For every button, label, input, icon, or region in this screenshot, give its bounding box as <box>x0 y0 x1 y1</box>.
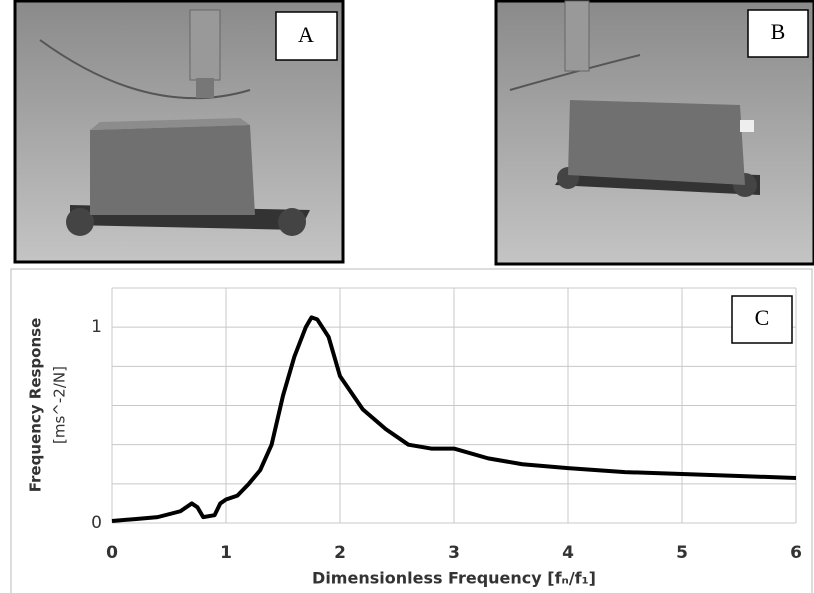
plot: 0 1 2 3 4 5 6 0 1 <box>91 287 802 563</box>
photo-b: B <box>494 0 814 266</box>
y-axis-unit: [ms^-2/N] <box>51 366 69 444</box>
line <box>111 315 797 524</box>
chart-frame <box>10 268 813 593</box>
photo-a: A <box>13 0 345 264</box>
panel-label: C <box>755 305 770 330</box>
y-tick-label: 0 <box>91 513 102 533</box>
x-tick-label: 1 <box>220 543 232 563</box>
panel-label-box <box>731 295 793 344</box>
x-tick-label: 4 <box>562 543 574 563</box>
y-tick-label: 1 <box>91 317 102 337</box>
x-tick-label: 0 <box>106 543 118 563</box>
x-tick-label: 6 <box>790 543 802 563</box>
x-tick-label: 3 <box>448 543 460 563</box>
x-axis-label: Dimensionless Frequency [fₙ/f₁] <box>312 569 596 588</box>
x-tick-label: 5 <box>676 543 688 563</box>
panel-label: A <box>298 22 314 47</box>
panel-label: B <box>771 19 786 44</box>
x-tick-label: 2 <box>334 543 346 563</box>
y-axis-label: Frequency Response <box>27 318 45 493</box>
